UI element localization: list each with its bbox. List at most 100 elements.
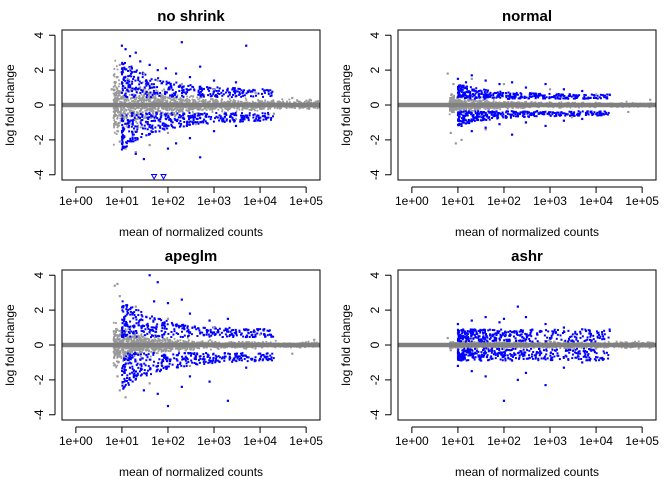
point-nonsig (170, 99, 173, 101)
point-sig (471, 89, 474, 92)
point-sig (240, 95, 243, 98)
point-nonsig (116, 117, 119, 119)
point-sig (226, 87, 229, 90)
point-sig (457, 111, 460, 114)
point-sig (234, 90, 237, 93)
point-sig (149, 87, 152, 90)
point-sig (557, 93, 560, 96)
point-sig (181, 94, 184, 97)
point-sig (489, 110, 492, 113)
point-nonsig (151, 96, 154, 99)
point-sig (533, 115, 536, 118)
point-nonsig (232, 99, 235, 101)
point-nonsig (449, 99, 452, 102)
point-sig (199, 121, 202, 124)
point-sig (195, 117, 198, 120)
point-sig (587, 113, 590, 116)
point-sig (566, 96, 569, 99)
point-sig (174, 92, 177, 95)
point-nonsig (181, 100, 184, 103)
point-nonsig (260, 108, 263, 111)
point-nonsig (482, 99, 485, 101)
point-nonsig (132, 107, 135, 110)
point-nonsig (116, 97, 119, 100)
point-sig (145, 80, 148, 83)
point-nonsig (186, 95, 188, 98)
point-nonsig (196, 96, 199, 99)
point-nonsig (166, 96, 169, 99)
point-sig (208, 86, 211, 89)
point-sig (234, 89, 237, 92)
point-sig (232, 90, 235, 93)
point-sig (197, 93, 200, 96)
point-sig (238, 93, 241, 96)
point-sig (579, 111, 582, 114)
point-sig (598, 110, 601, 113)
point-nonsig (181, 110, 184, 113)
point-sig (159, 92, 162, 95)
point-sig (187, 88, 190, 91)
point-sig (233, 114, 236, 117)
point-nonsig (272, 112, 276, 115)
point-nonsig (185, 101, 188, 104)
point-nonsig (161, 98, 164, 101)
point-nonsig (115, 90, 118, 93)
point-sig (477, 112, 480, 115)
point-sig (575, 94, 578, 97)
point-sig (130, 72, 133, 75)
point-sig (216, 116, 219, 119)
point-sig (522, 110, 525, 113)
point-sig (590, 111, 593, 114)
point-nonsig (209, 98, 212, 101)
point-sig (125, 82, 128, 85)
point-sig (258, 117, 261, 120)
point-sig (516, 115, 519, 118)
point-sig (475, 87, 478, 90)
point-sig (134, 125, 137, 128)
point-nonsig (142, 96, 145, 99)
point-nonsig (171, 106, 174, 109)
point-sig (496, 113, 499, 116)
point-sig (214, 117, 217, 120)
point-sig (188, 117, 191, 120)
point-nonsig (133, 100, 136, 103)
point-sig (175, 119, 178, 122)
point-sig (128, 80, 131, 83)
point-sig (143, 86, 146, 89)
point-sig (529, 112, 532, 115)
point-sig (191, 116, 194, 119)
point-nonsig (458, 106, 461, 109)
point-nonsig (203, 107, 206, 110)
point-nonsig (278, 101, 281, 104)
point-sig (484, 79, 487, 82)
point-nonsig (493, 107, 496, 110)
point-sig (182, 91, 185, 94)
point-nonsig (114, 91, 117, 94)
point-nonsig (114, 93, 117, 96)
point-nonsig (471, 101, 474, 104)
point-sig (468, 121, 471, 124)
point-nonsig (548, 101, 551, 104)
point-sig (141, 89, 144, 92)
point-nonsig (511, 107, 514, 110)
point-sig (477, 119, 480, 122)
point-nonsig (218, 106, 221, 109)
point-nonsig (124, 147, 127, 150)
y-tick-label: -2 (32, 134, 46, 145)
y-tick-label: 0 (368, 101, 382, 108)
point-sig (157, 118, 160, 121)
point-sig (510, 133, 514, 136)
point-sig (132, 140, 135, 143)
point-sig (483, 88, 486, 91)
point-nonsig (469, 108, 472, 111)
point-sig (130, 65, 133, 68)
point-nonsig (237, 100, 240, 103)
point-nonsig (504, 101, 506, 103)
point-nonsig (116, 68, 119, 71)
point-sig (120, 91, 123, 94)
point-sig (121, 114, 124, 117)
point-nonsig (116, 125, 119, 128)
point-sig (583, 97, 586, 100)
sig-band (120, 61, 274, 151)
